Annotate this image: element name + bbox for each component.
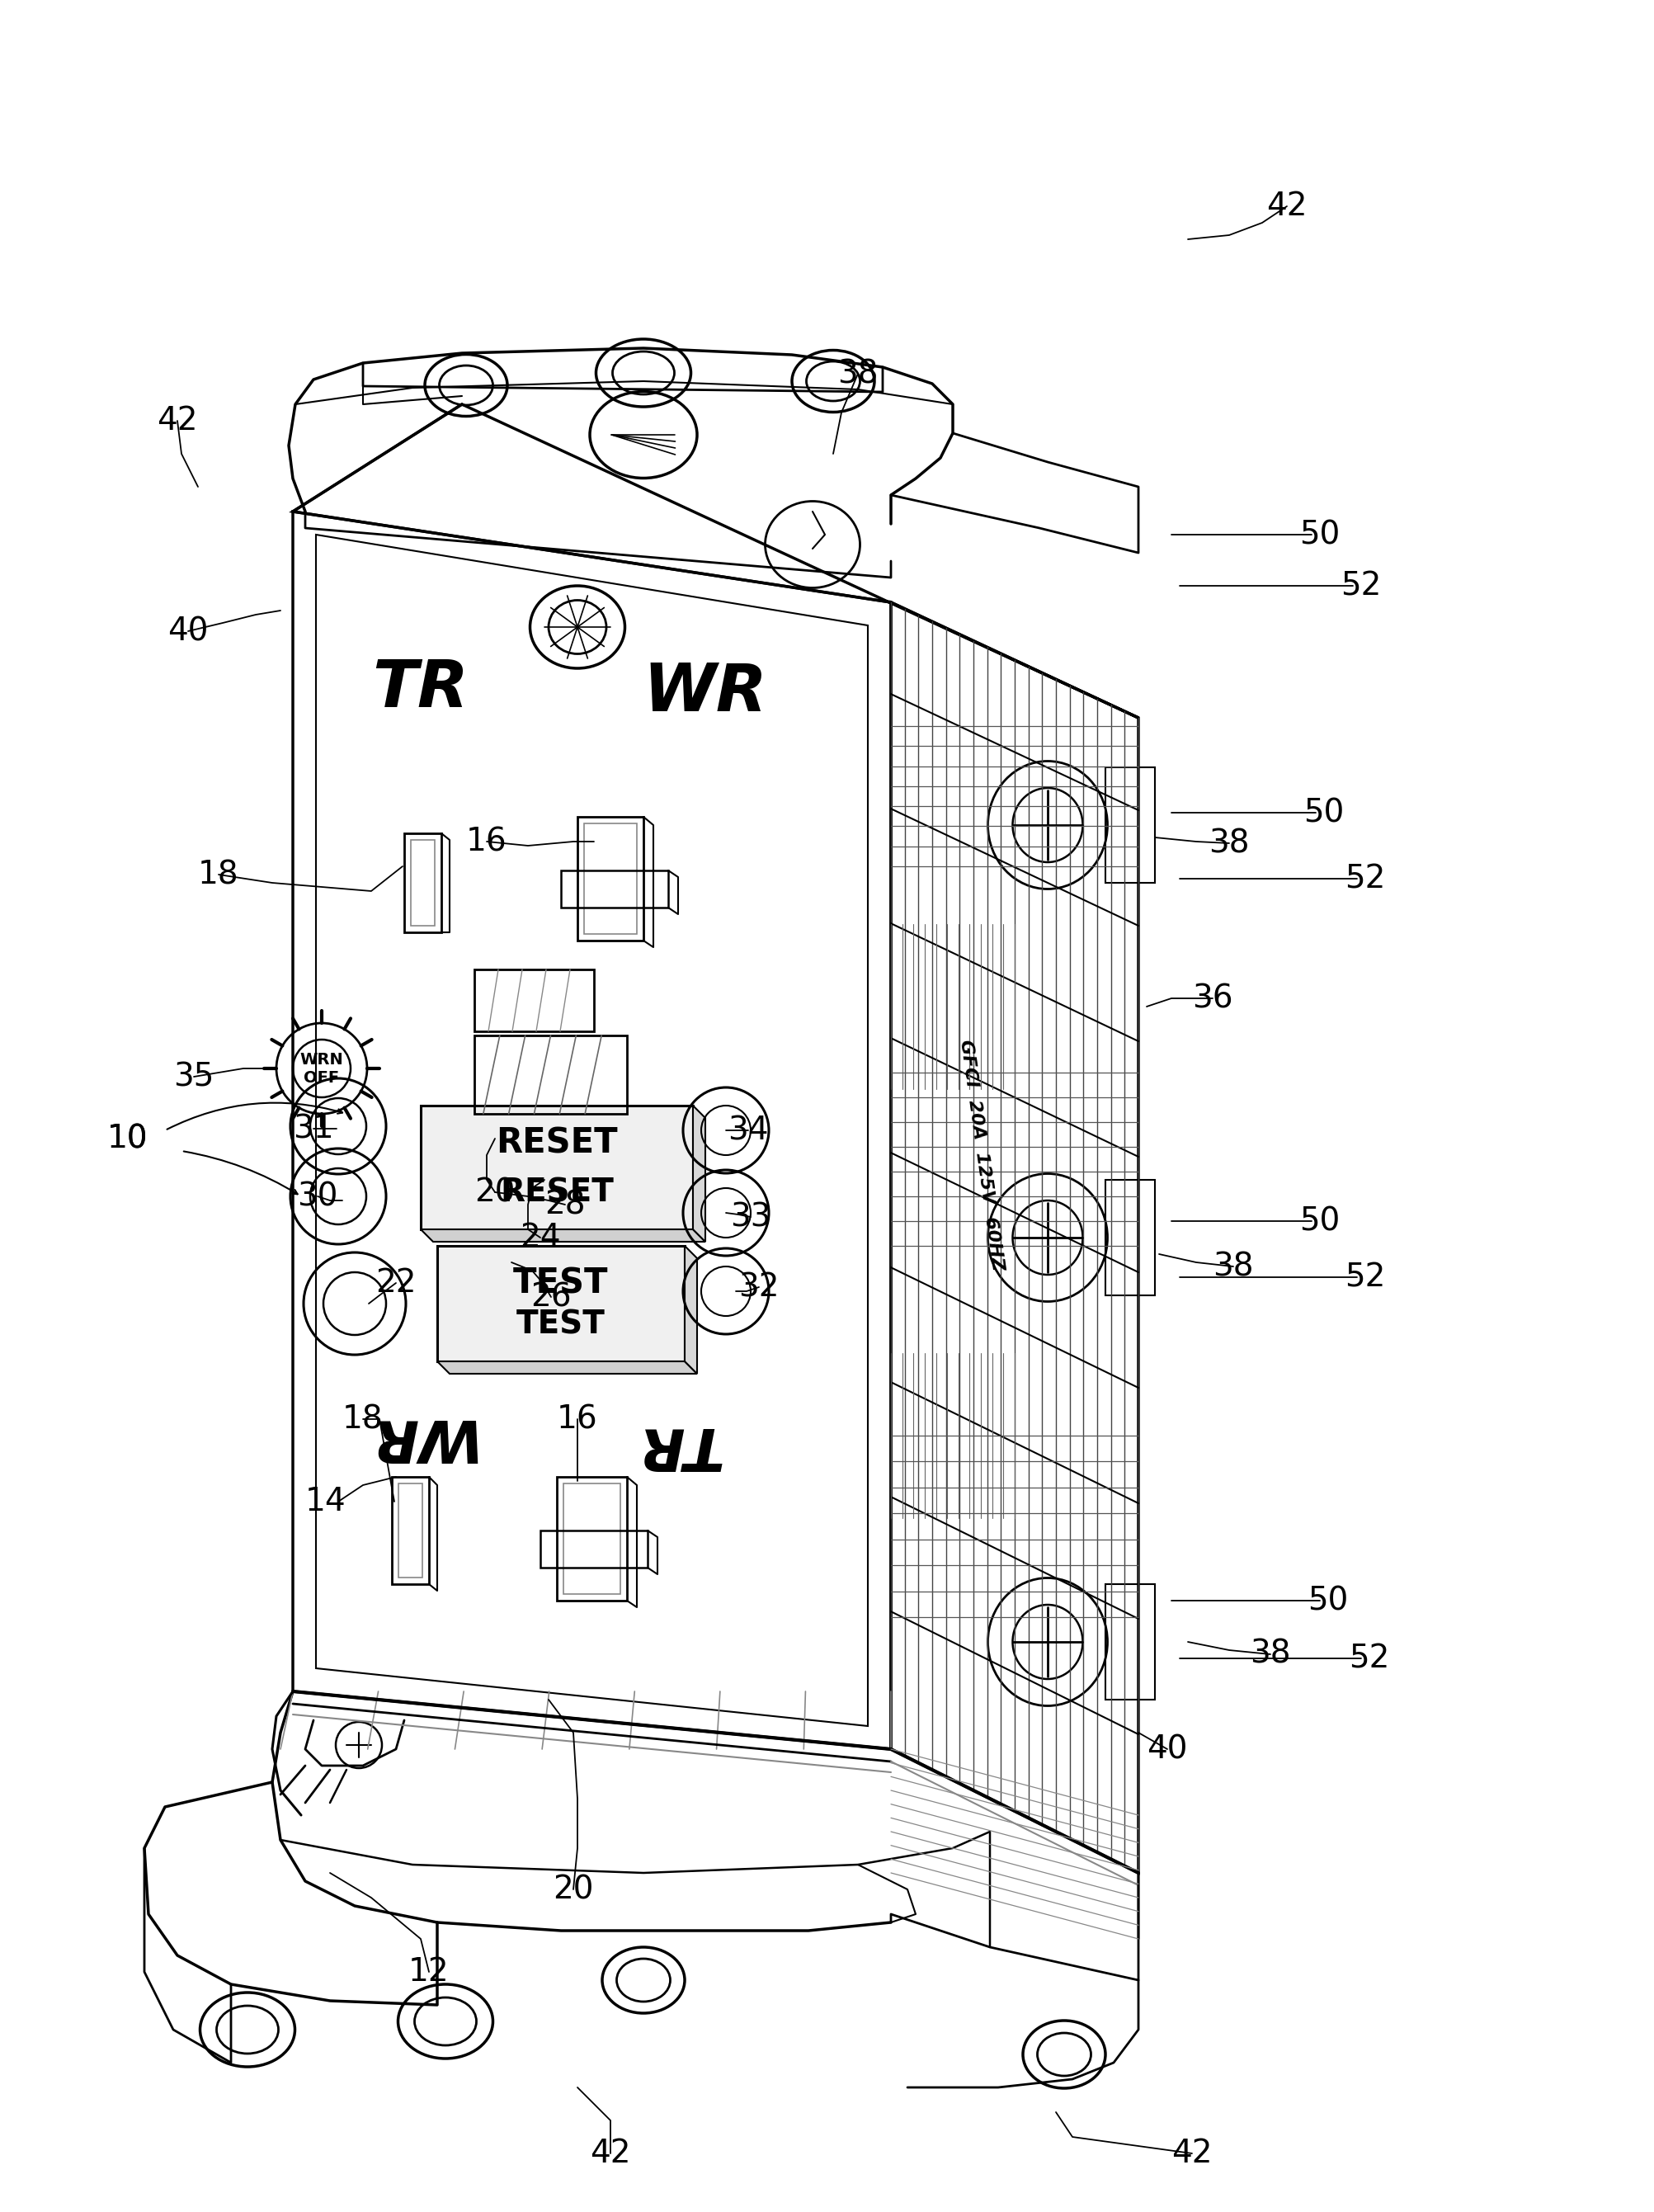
Text: 22: 22 [375,1267,417,1298]
Text: 28: 28 [544,1188,586,1221]
Polygon shape [685,1245,696,1374]
Polygon shape [420,1230,705,1241]
Text: WR: WR [643,661,767,726]
Text: 33: 33 [731,1201,771,1232]
Text: 50: 50 [1303,796,1345,827]
Text: RESET: RESET [500,1177,614,1208]
Text: RESET: RESET [496,1126,617,1159]
Text: 52: 52 [1345,1261,1386,1292]
Text: 50: 50 [1308,1586,1348,1617]
Text: GFCI  20A  125V  60HZ: GFCI 20A 125V 60HZ [958,1040,1006,1272]
Text: 50: 50 [1300,1206,1340,1237]
Text: 38: 38 [1250,1639,1290,1670]
Text: WR: WR [361,1407,473,1464]
Text: 52: 52 [1341,571,1381,602]
Text: 10: 10 [108,1124,149,1155]
Text: 38: 38 [837,358,878,389]
Polygon shape [437,1245,685,1360]
Text: TR: TR [633,1416,719,1473]
Text: 20: 20 [475,1177,516,1208]
Text: 35: 35 [174,1062,215,1093]
Text: 40: 40 [1146,1734,1188,1765]
Text: WRN
OFF: WRN OFF [299,1051,344,1086]
Text: 42: 42 [1171,2137,1212,2170]
Text: 32: 32 [739,1272,779,1303]
Text: 34: 34 [728,1115,769,1146]
Text: 30: 30 [298,1181,337,1212]
Text: 24: 24 [519,1221,561,1254]
Text: TEST: TEST [513,1265,609,1301]
Text: TEST: TEST [516,1310,605,1340]
Text: 42: 42 [590,2137,630,2170]
Text: 38: 38 [1212,1250,1254,1283]
Text: 42: 42 [157,405,198,436]
Text: 31: 31 [293,1113,334,1144]
Text: TR: TR [372,657,470,721]
Text: 18: 18 [198,858,240,889]
Polygon shape [420,1106,693,1230]
Text: 18: 18 [342,1402,384,1436]
Text: 20: 20 [552,1874,594,1905]
Text: 12: 12 [409,1955,450,1989]
Text: 36: 36 [1193,982,1234,1013]
Text: 14: 14 [306,1486,346,1517]
Text: 52: 52 [1350,1644,1389,1674]
Text: 40: 40 [167,615,208,646]
Text: 16: 16 [557,1402,599,1436]
Text: 16: 16 [466,825,508,858]
Text: 50: 50 [1300,520,1340,551]
Text: 38: 38 [1209,827,1249,858]
Text: 42: 42 [1267,190,1307,221]
Polygon shape [437,1360,696,1374]
Text: 26: 26 [531,1281,572,1312]
Polygon shape [693,1106,705,1241]
Text: 10: 10 [108,1124,149,1155]
Text: 52: 52 [1345,863,1386,894]
